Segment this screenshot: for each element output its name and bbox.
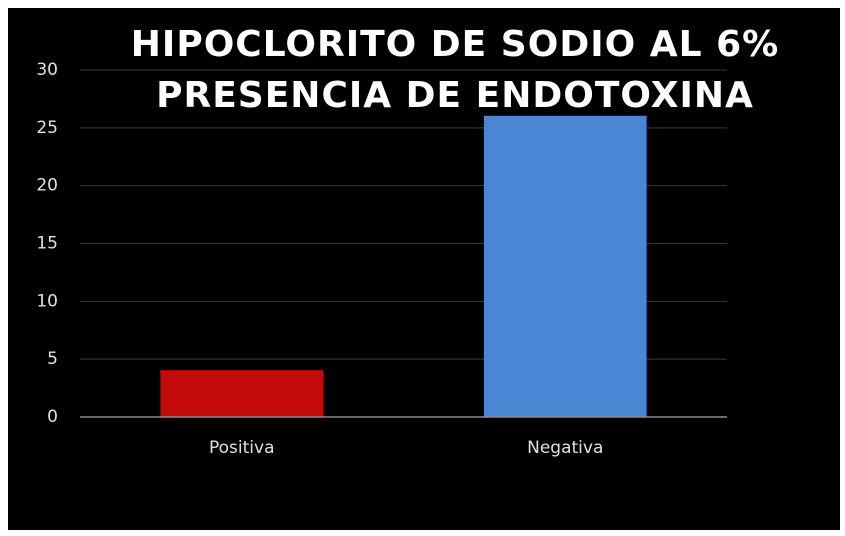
y-tick-label: 10 (36, 291, 58, 311)
chart-title-line: PRESENCIA DE ENDOTOXINA (156, 75, 754, 116)
y-tick-label: 15 (36, 234, 58, 254)
x-tick-label: Negativa (527, 438, 603, 458)
y-tick-label: 20 (36, 176, 58, 196)
y-tick-label: 0 (47, 407, 58, 427)
x-tick-label: Positiva (209, 438, 275, 458)
y-tick-label: 5 (47, 349, 58, 369)
y-tick-label: 30 (36, 60, 58, 80)
chart-title-line: HIPOCLORITO DE SODIO AL 6% (131, 24, 779, 65)
bar (160, 370, 324, 418)
y-tick-label: 25 (36, 118, 58, 138)
chart-background (8, 8, 840, 530)
bar (483, 115, 647, 418)
